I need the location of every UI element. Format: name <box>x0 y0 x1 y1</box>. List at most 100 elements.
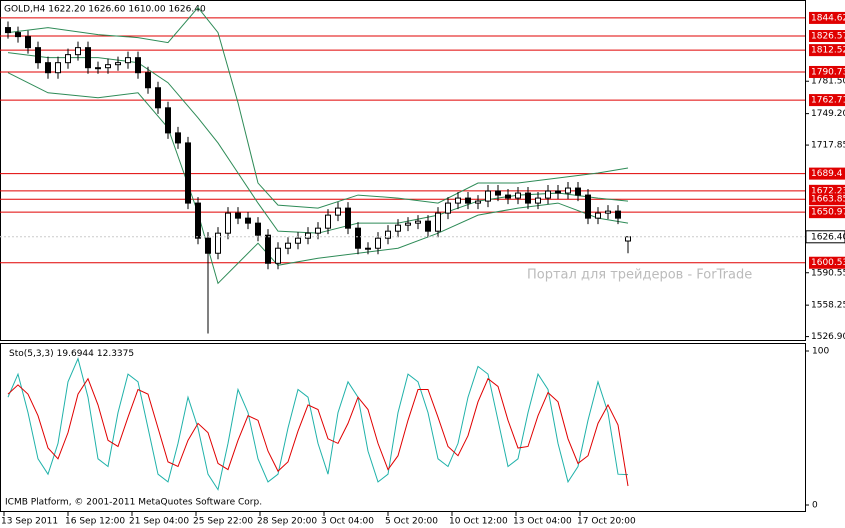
x-tick-label: 5 Oct 20:00 <box>385 517 438 527</box>
level-label: 1790.73 <box>811 67 845 77</box>
y-tick-label: 1749.20 <box>811 109 845 119</box>
stochastic-line <box>7 357 629 491</box>
candle-body <box>575 187 581 196</box>
candle-body <box>165 107 171 134</box>
last-price-label: 1626.40 <box>811 232 845 242</box>
candle-body <box>525 192 531 204</box>
candle-body <box>375 237 381 249</box>
copyright: ICMB Platform, © 2001-2011 MetaQuotes So… <box>5 498 262 508</box>
candle-body <box>455 197 461 204</box>
candle-body <box>365 247 371 250</box>
level-label-box <box>809 44 845 57</box>
candle-body <box>505 194 511 199</box>
x-tick-label: 21 Sep 04:00 <box>129 517 189 527</box>
x-tick-label: 13 Oct 04:00 <box>513 517 572 527</box>
level-label: 1812.52 <box>811 46 845 56</box>
candle-body <box>545 190 551 199</box>
level-label: 1663.85 <box>811 195 845 205</box>
candle-body <box>595 212 601 219</box>
x-tick-label: 13 Sep 2011 <box>1 517 58 527</box>
candle-body <box>225 212 231 234</box>
candle-body <box>265 234 271 264</box>
candle-body <box>85 47 91 69</box>
y-tick-label: 1590.55 <box>811 268 845 278</box>
level-label-box <box>809 167 845 180</box>
candle-body <box>585 194 591 219</box>
candle-body <box>615 210 621 219</box>
candle-body <box>445 202 451 214</box>
bollinger-band <box>7 6 629 209</box>
candle-body <box>475 200 481 204</box>
candle-body <box>535 197 541 204</box>
candle-body <box>335 207 341 216</box>
candle-body <box>345 207 351 229</box>
candle-body <box>425 220 431 232</box>
last-price-box <box>805 230 845 244</box>
level-label: 1672.23 <box>811 186 845 196</box>
level-label-box <box>809 193 845 206</box>
candle-body <box>145 72 151 89</box>
indicator-value: 19.6944 <box>57 349 94 359</box>
x-tick-label: 16 Sep 12:00 <box>65 517 125 527</box>
candle-body <box>115 62 121 66</box>
level-label: 1650.97 <box>811 208 845 218</box>
indicator-value: Sto(5,3,3) <box>9 349 54 359</box>
y-tick-label: 100 <box>812 347 829 357</box>
candle-body <box>515 192 521 199</box>
candle-body <box>275 247 281 264</box>
level-label-box <box>809 206 845 219</box>
x-tick-label: 28 Sep 20:00 <box>257 517 317 527</box>
candle-body <box>5 27 11 34</box>
x-tick-label: 10 Oct 12:00 <box>449 517 508 527</box>
candle-body <box>315 227 321 234</box>
candle-body <box>45 62 51 74</box>
candle-body <box>605 210 611 214</box>
candle-body <box>215 232 221 254</box>
level-label-box <box>809 256 845 269</box>
candle-body <box>15 32 21 38</box>
candle-body <box>25 36 31 49</box>
price-area: GOLD,H4 1622.20 1626.60 1610.00 1626.40 П… <box>0 5 805 334</box>
candle-body <box>245 217 251 224</box>
level-label: 1844.62 <box>811 13 845 23</box>
candle-body <box>285 242 291 249</box>
y-tick-label: 0 <box>812 501 818 511</box>
candle-body <box>135 57 141 74</box>
candle-body <box>355 227 361 249</box>
level-label-box <box>809 11 845 24</box>
axes: 1781.50 1749.20 1717.85 1590.55 1558.25 1526.… <box>1 11 845 527</box>
candle-body <box>125 57 131 64</box>
candle-body <box>565 187 571 194</box>
candle-body <box>625 236 631 242</box>
candle-body <box>65 54 71 64</box>
level-label-box <box>809 94 845 107</box>
indicator-title: Sto(5,3,3) 19.6944 12.3375 <box>9 349 134 359</box>
main-panel <box>0 0 806 341</box>
candle-body <box>35 47 41 64</box>
chart-title: GOLD,H4 1622.20 1626.60 1610.00 1626.40 <box>4 5 206 15</box>
stochastic-line <box>7 377 629 487</box>
level-label: 1762.71 <box>811 96 845 106</box>
candle-body <box>435 212 441 232</box>
candle-body <box>175 132 181 144</box>
candle-body <box>185 142 191 204</box>
level-label-box <box>809 65 845 78</box>
candle-body <box>255 222 261 236</box>
candle-body <box>295 237 301 244</box>
candle-body <box>95 67 101 70</box>
candle-body <box>385 230 391 239</box>
level-label: 1689.4 <box>811 169 843 179</box>
y-tick-label: 1526.90 <box>811 332 845 342</box>
candle-body <box>205 237 211 254</box>
y-tick-label: 1717.85 <box>811 141 845 151</box>
y-tick-label: 1558.25 <box>811 301 845 311</box>
candle-body <box>495 190 501 196</box>
candle-body <box>325 214 331 229</box>
y-tick-label: 1781.50 <box>811 77 845 87</box>
candle-body <box>75 47 81 56</box>
candle-body <box>395 224 401 232</box>
candle-body <box>405 222 411 226</box>
x-tick-label: 25 Sep 22:00 <box>193 517 253 527</box>
